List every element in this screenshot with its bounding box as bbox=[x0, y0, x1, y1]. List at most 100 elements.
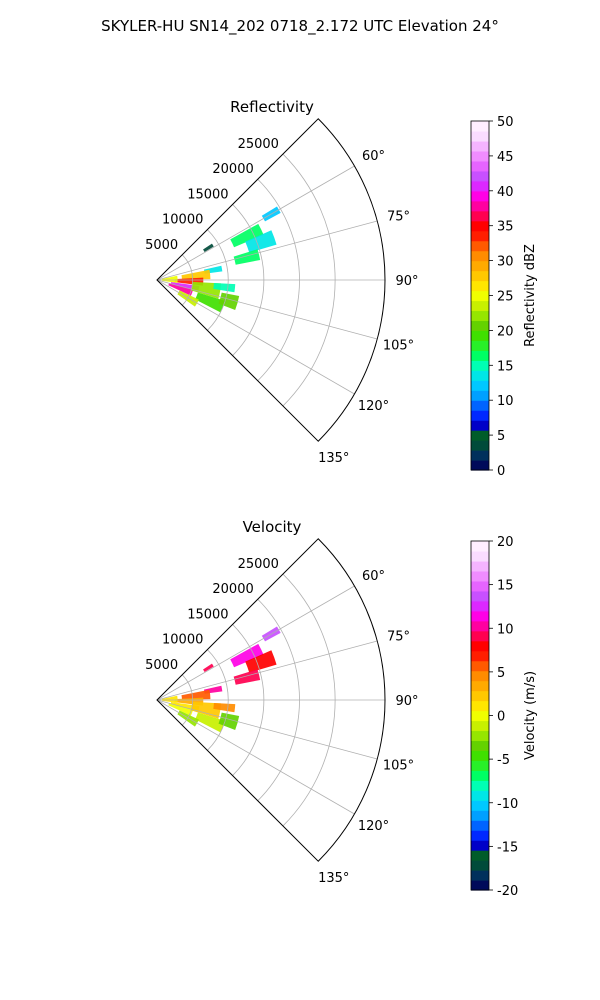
colorbar-tick-label: 20 bbox=[497, 535, 514, 550]
azimuth-gridline bbox=[156, 585, 355, 701]
colorbar-swatch bbox=[471, 710, 489, 722]
azimuth-tick-label: 75° bbox=[387, 209, 410, 224]
colorbar-swatch bbox=[471, 730, 489, 742]
echo-layer bbox=[161, 206, 281, 313]
colorbar-swatch bbox=[471, 840, 489, 851]
colorbar-tick-label: 15 bbox=[497, 359, 514, 374]
sector-outline bbox=[156, 538, 386, 862]
colorbar-swatch bbox=[471, 610, 489, 622]
azimuth-tick-label: 135° bbox=[318, 871, 349, 886]
echo-cell bbox=[203, 243, 214, 252]
echo-cell bbox=[218, 712, 240, 731]
colorbar-tick-label: 0 bbox=[497, 710, 505, 725]
colorbar-swatch bbox=[471, 650, 489, 662]
azimuth-tick-label: 90° bbox=[395, 274, 418, 289]
colorbar-swatch bbox=[471, 180, 489, 192]
colorbar-tick-label: 50 bbox=[497, 115, 514, 130]
azimuth-gridline bbox=[156, 699, 378, 760]
echo-cell bbox=[191, 281, 222, 299]
colorbar-tick-label: -5 bbox=[497, 753, 510, 768]
azimuth-gridline bbox=[156, 165, 355, 281]
colorbar-tick-label: -20 bbox=[497, 884, 518, 899]
colorbar-swatch bbox=[471, 850, 489, 861]
range-tick-label: 10000 bbox=[162, 633, 203, 648]
range-tick-label: 25000 bbox=[238, 557, 279, 572]
azimuth-tick-label: 75° bbox=[387, 629, 410, 644]
colorbar-tick-label: -10 bbox=[497, 797, 518, 812]
colorbar-swatch bbox=[471, 620, 489, 632]
colorbar-swatch bbox=[471, 400, 489, 411]
colorbar-tick-label: 20 bbox=[497, 324, 514, 339]
colorbar-tick-label: 25 bbox=[497, 290, 514, 305]
colorbar-swatch bbox=[471, 740, 489, 751]
echo-layer bbox=[161, 626, 281, 733]
colorbar-swatch bbox=[471, 260, 489, 272]
colorbar-swatch bbox=[471, 660, 489, 672]
echo-cell bbox=[230, 223, 264, 248]
colorbar-label: Velocity (m/s) bbox=[523, 671, 538, 760]
echo-cell bbox=[168, 283, 194, 296]
colorbar-tick-label: 45 bbox=[497, 150, 514, 165]
azimuth-tick-label: 90° bbox=[395, 694, 418, 709]
colorbar-swatch bbox=[471, 280, 489, 292]
azimuth-gridline bbox=[156, 220, 378, 281]
colorbar-swatch bbox=[471, 440, 489, 451]
colorbar-swatch bbox=[471, 430, 489, 441]
colorbar-swatch bbox=[471, 290, 489, 302]
colorbar-swatch bbox=[471, 230, 489, 242]
azimuth-tick-label: 135° bbox=[318, 451, 349, 466]
colorbar-tick-label: 5 bbox=[497, 429, 505, 444]
colorbar-tick-label: 40 bbox=[497, 185, 514, 200]
echo-cell bbox=[233, 669, 261, 685]
colorbar-swatch bbox=[471, 770, 489, 781]
echo-cell bbox=[168, 703, 194, 716]
colorbar-swatch bbox=[471, 270, 489, 282]
echo-cell bbox=[161, 275, 178, 283]
colorbar-swatch bbox=[471, 220, 489, 232]
colorbar: -20 -15 -10 -5 0 5 10 15 20 Velocity (m/s) bbox=[470, 535, 538, 899]
echo-cell bbox=[191, 701, 222, 719]
azimuth-tick-label: 120° bbox=[358, 819, 389, 834]
colorbar-swatch bbox=[471, 320, 489, 331]
colorbar-swatch bbox=[471, 310, 489, 322]
colorbar-swatch bbox=[471, 380, 489, 391]
colorbar-swatch bbox=[471, 150, 489, 162]
colorbar-swatch bbox=[471, 140, 489, 152]
colorbar-swatch bbox=[471, 640, 489, 652]
azimuth-tick-label: 120° bbox=[358, 399, 389, 414]
colorbar-swatch bbox=[471, 600, 489, 612]
colorbar-tick-label: 10 bbox=[497, 394, 514, 409]
colorbar-swatch bbox=[471, 420, 489, 431]
echo-cell bbox=[245, 230, 277, 253]
range-tick-label: 15000 bbox=[187, 607, 228, 622]
colorbar-swatch bbox=[471, 560, 489, 572]
velocity-panel: Velocity 500010000150002000025000Meters6… bbox=[145, 518, 538, 899]
colorbar-swatch bbox=[471, 370, 489, 381]
azimuth-tick-label: 60° bbox=[362, 569, 385, 584]
colorbar-swatch bbox=[471, 330, 489, 341]
colorbar-swatch bbox=[471, 800, 489, 811]
colorbar-swatch bbox=[471, 410, 489, 421]
colorbar-swatch bbox=[471, 860, 489, 871]
panel-title: Velocity bbox=[243, 518, 302, 536]
range-tick-label: 5000 bbox=[145, 238, 178, 253]
colorbar-swatch bbox=[471, 690, 489, 702]
colorbar-swatch bbox=[471, 760, 489, 771]
echo-cell bbox=[245, 650, 277, 673]
azimuth-gridline bbox=[156, 640, 378, 701]
colorbar-swatch bbox=[471, 790, 489, 801]
figure-title: SKYLER-HU SN14_202 0718_2.172 UTC Elevat… bbox=[101, 17, 499, 36]
colorbar-swatch bbox=[471, 820, 489, 831]
azimuth-gridline bbox=[156, 279, 355, 395]
echo-cell bbox=[218, 292, 240, 311]
colorbar-swatch bbox=[471, 550, 489, 562]
colorbar-swatch bbox=[471, 390, 489, 401]
colorbar-swatch bbox=[471, 450, 489, 461]
colorbar-swatch bbox=[471, 700, 489, 712]
echo-cell bbox=[213, 702, 236, 713]
colorbar-swatch bbox=[471, 250, 489, 262]
panel-title: Reflectivity bbox=[230, 98, 314, 116]
azimuth-tick-label: 105° bbox=[383, 759, 414, 774]
colorbar-swatch bbox=[471, 580, 489, 592]
